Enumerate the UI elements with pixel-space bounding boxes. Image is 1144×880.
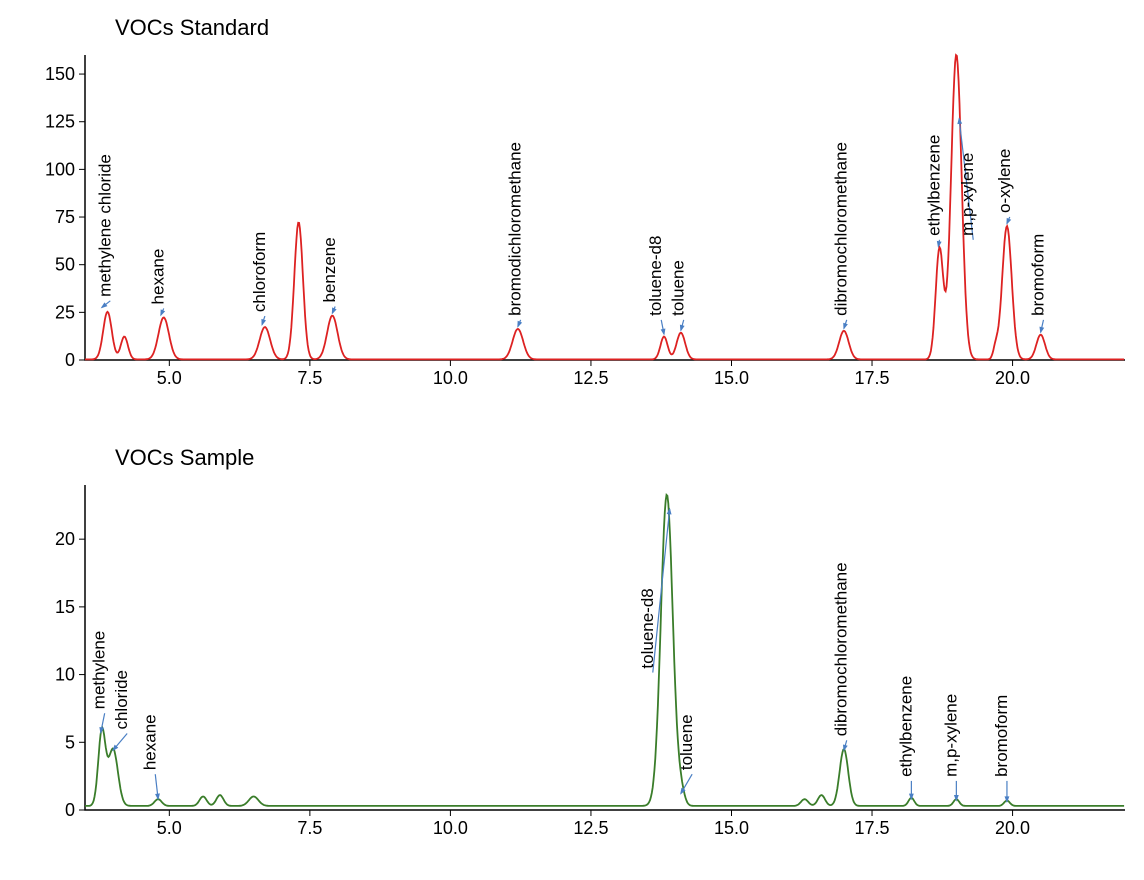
- y-tick-label: 50: [55, 255, 75, 275]
- peak-label: dibromochloromethane: [832, 562, 851, 736]
- y-tick-label: 20: [55, 529, 75, 549]
- x-tick-label: 10.0: [433, 818, 468, 838]
- y-tick-label: 10: [55, 665, 75, 685]
- peak-label: ethylbenzene: [896, 676, 915, 777]
- x-tick-label: 12.5: [573, 368, 608, 388]
- top-chromatogram: 0 25 50 75 100 125 150 5.0 7.5 10.0 12.5 15.0 17.5 20…: [10, 10, 1144, 410]
- peak-label: ethylbenzene: [924, 135, 943, 236]
- x-tick-label: 7.5: [297, 368, 322, 388]
- peak-label: o-xylene: [995, 149, 1014, 213]
- x-tick-label: 5.0: [157, 818, 182, 838]
- bottom-chart-title: VOCs Sample: [115, 445, 254, 471]
- peak-label: chloroform: [250, 232, 269, 312]
- peak-label: methylene: [90, 631, 109, 709]
- peak-label: toluene-d8: [646, 236, 665, 316]
- top-chart-title: VOCs Standard: [115, 15, 269, 41]
- x-tick-label: 17.5: [855, 818, 890, 838]
- peak-label: hexane: [149, 249, 168, 305]
- x-tick-label: 17.5: [855, 368, 890, 388]
- x-tick-label: 15.0: [714, 368, 749, 388]
- peak-label: bromodichloromethane: [506, 142, 525, 316]
- peak-label: m,p-xylene: [941, 694, 960, 777]
- y-tick-label: 150: [45, 64, 75, 84]
- peak-label: benzene: [320, 237, 339, 302]
- x-tick-label: 7.5: [297, 818, 322, 838]
- peak-label: toluene-d8: [638, 588, 657, 668]
- peak-label: chloride: [112, 670, 131, 730]
- peak-label: bromoform: [992, 695, 1011, 777]
- peak-label: toluene: [669, 260, 688, 316]
- chromatogram-trace: [85, 495, 1124, 806]
- y-tick-label: 75: [55, 207, 75, 227]
- y-tick-label: 100: [45, 159, 75, 179]
- x-tick-label: 12.5: [573, 818, 608, 838]
- bottom-chart-container: VOCs Sample 0 5 10 15 20 5.0 7.5 10.0 12.5 15.0 17…: [10, 430, 1144, 850]
- x-tick-label: 5.0: [157, 368, 182, 388]
- y-tick-label: 0: [65, 350, 75, 370]
- peak-label: toluene: [677, 714, 696, 770]
- x-tick-label: 10.0: [433, 368, 468, 388]
- peak-label: dibromochloromethane: [832, 142, 851, 316]
- peak-label: methylene chloride: [95, 154, 114, 297]
- bottom-chromatogram: 0 5 10 15 20 5.0 7.5 10.0 12.5 15.0 17.5 20.0 methyl…: [10, 430, 1144, 850]
- x-tick-label: 15.0: [714, 818, 749, 838]
- y-tick-label: 5: [65, 732, 75, 752]
- x-tick-label: 20.0: [995, 368, 1030, 388]
- x-tick-label: 20.0: [995, 818, 1030, 838]
- peak-label: bromoform: [1028, 234, 1047, 316]
- y-tick-label: 25: [55, 302, 75, 322]
- peak-label: hexane: [140, 714, 159, 770]
- y-tick-label: 15: [55, 597, 75, 617]
- peak-label: m,p-xylene: [958, 153, 977, 236]
- y-tick-label: 0: [65, 800, 75, 820]
- top-chart-container: VOCs Standard 0 25 50 75 100 125 150 5.0 7.5 10.0…: [10, 10, 1144, 410]
- y-tick-label: 125: [45, 112, 75, 132]
